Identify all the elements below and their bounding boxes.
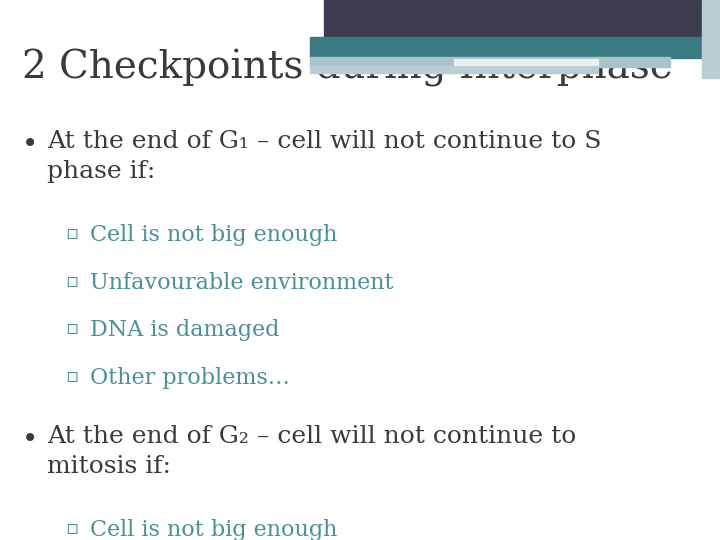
Text: ▫: ▫ bbox=[65, 319, 78, 338]
Text: At the end of G₁ – cell will not continue to S
phase if:: At the end of G₁ – cell will not continu… bbox=[47, 130, 601, 183]
Text: Unfavourable environment: Unfavourable environment bbox=[90, 272, 394, 294]
Text: ▫: ▫ bbox=[65, 224, 78, 243]
Text: ▫: ▫ bbox=[65, 519, 78, 538]
Text: ▫: ▫ bbox=[65, 367, 78, 386]
Text: Other problems…: Other problems… bbox=[90, 367, 290, 389]
Text: 2 Checkpoints during Interphase: 2 Checkpoints during Interphase bbox=[22, 49, 672, 86]
Text: Cell is not big enough: Cell is not big enough bbox=[90, 519, 338, 540]
Text: At the end of G₂ – cell will not continue to
mitosis if:: At the end of G₂ – cell will not continu… bbox=[47, 425, 576, 478]
Text: DNA is damaged: DNA is damaged bbox=[90, 319, 279, 341]
Text: •: • bbox=[22, 130, 38, 158]
Text: ▫: ▫ bbox=[65, 272, 78, 291]
Text: Cell is not big enough: Cell is not big enough bbox=[90, 224, 338, 246]
Text: •: • bbox=[22, 425, 38, 453]
